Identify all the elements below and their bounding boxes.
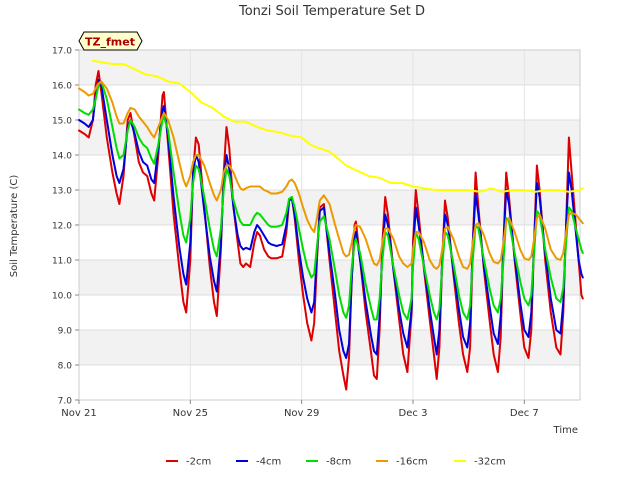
x-axis-ticks: Nov 21 Nov 25 Nov 29 Dec 3 Dec 7	[61, 400, 539, 419]
y-axis-ticks: 7.0 8.0 9.0 10.0 11.0 12.0 13.0 14.0 15.0 16.0 17.…	[52, 47, 79, 407]
y-tick-label: 11.0	[52, 257, 72, 267]
series-line-neg32cm	[91, 59, 584, 193]
y-tick-label: 13.0	[52, 187, 72, 197]
legend-label: -16cm	[396, 457, 428, 468]
x-tick-label: Dec 7	[510, 408, 539, 419]
y-tick-label: 15.0	[52, 117, 72, 127]
x-tick-label: Nov 25	[173, 408, 208, 419]
legend-label: -4cm	[256, 457, 281, 468]
background-band	[79, 50, 580, 85]
x-axis-label: Time	[553, 425, 578, 436]
annotation-box-shape	[78, 31, 143, 51]
legend-label: -32cm	[474, 457, 506, 468]
y-tick-label: 16.0	[52, 82, 72, 92]
legend: -2cm -4cm -8cm -16cm -32cm	[166, 457, 506, 468]
annotation-label: TZ_fmet	[85, 36, 135, 49]
y-axis-label: Soil Temperature (C)	[9, 175, 20, 278]
series-line-neg16cm	[78, 80, 584, 270]
y-tick-label: 14.0	[52, 152, 72, 162]
x-tick-label: Dec 3	[399, 408, 428, 419]
y-tick-label: 12.0	[52, 222, 72, 232]
x-tick-label: Nov 29	[284, 408, 319, 419]
y-tick-label: 17.0	[52, 47, 72, 57]
legend-label: -8cm	[326, 457, 351, 468]
y-tick-label: 10.0	[52, 292, 72, 302]
y-tick-label: 7.0	[58, 397, 73, 407]
annotation-box: TZ_fmet	[78, 31, 143, 51]
legend-label: -2cm	[186, 457, 211, 468]
y-tick-label: 8.0	[58, 362, 73, 372]
y-tick-label: 9.0	[58, 327, 73, 337]
series-line-neg8cm	[78, 80, 584, 321]
series-lines	[78, 59, 584, 391]
x-tick-label: Nov 21	[61, 408, 96, 419]
background-band	[79, 330, 580, 365]
chart-title: Tonzi Soil Temperature Set D	[238, 4, 425, 19]
